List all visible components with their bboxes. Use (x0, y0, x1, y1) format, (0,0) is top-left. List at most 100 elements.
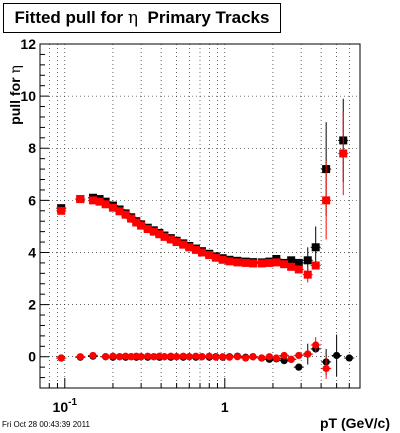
data-point-square (191, 245, 200, 254)
data-point-square (287, 262, 296, 271)
data-point-circle (322, 364, 330, 373)
data-point-square (172, 238, 181, 247)
data-point-circle (122, 352, 130, 360)
data-point-circle (102, 353, 110, 361)
axes (39, 43, 361, 389)
data-point-square (115, 207, 124, 216)
data-point-circle (137, 353, 145, 361)
data-point-square (265, 258, 274, 267)
data-point-square (127, 214, 136, 223)
data-point-square (248, 259, 257, 268)
x-tick-label-base: 1 (221, 399, 229, 415)
data-point-circle (185, 353, 193, 361)
data-point-square (303, 270, 312, 279)
chart-title: Fitted pull for η Primary Tracks (3, 3, 281, 33)
data-point-square (211, 253, 220, 262)
data-point-square (257, 259, 266, 268)
data-point-circle (150, 353, 158, 361)
data-point-circle (312, 341, 320, 349)
series-3 (56, 337, 332, 379)
data-point-circle (179, 352, 187, 360)
data-point-circle (76, 353, 84, 361)
grid-lines (39, 43, 361, 388)
y-tick-label: 6 (28, 192, 36, 208)
y-axis-label-symbol: η (8, 65, 24, 73)
data-point-square (179, 240, 188, 249)
data-point-square (166, 235, 175, 244)
data-point-circle (249, 353, 257, 361)
x-tick-label: 10-1 (53, 397, 78, 415)
data-point-square (197, 248, 206, 257)
y-tick-label: 4 (28, 244, 36, 260)
data-point-square (121, 210, 130, 219)
data-point-square (294, 258, 303, 267)
data-point-circle (219, 353, 227, 361)
x-tick-label-exponent: -1 (68, 397, 77, 408)
data-point-circle (272, 354, 280, 362)
data-point-square (339, 149, 348, 158)
data-point-circle (242, 354, 250, 362)
y-tick-label: 2 (28, 297, 36, 313)
data-point-square (108, 203, 117, 212)
data-point-circle (280, 357, 288, 365)
chart-title-suffix: Primary Tracks (147, 8, 270, 27)
data-point-square (294, 265, 303, 274)
data-point-square (205, 251, 214, 260)
data-point-circle (233, 353, 242, 361)
y-tick-label: 8 (28, 140, 36, 156)
data-point-circle (287, 355, 295, 363)
data-point-square (143, 225, 152, 234)
series-0 (56, 98, 349, 274)
data-point-circle (265, 353, 273, 361)
data-point-square (287, 256, 296, 265)
data-point-circle (160, 353, 169, 361)
x-tick-label-base: 10 (53, 399, 69, 415)
data-point-square (233, 258, 242, 267)
data-point-circle (192, 352, 200, 360)
chart-title-text: Fitted pull for (14, 8, 124, 27)
data-point-square (57, 206, 66, 215)
data-point-square (76, 195, 85, 204)
y-tick-label: 0 (28, 349, 36, 365)
data-point-square (225, 257, 234, 266)
data-point-circle (212, 353, 220, 361)
data-point-square (185, 243, 194, 252)
data-point-circle (109, 352, 117, 360)
data-point-square (101, 200, 110, 209)
data-point-circle (57, 354, 65, 362)
data-point-square (160, 232, 169, 241)
x-axis-label: pT (GeV/c) (320, 415, 390, 431)
data-point-circle (167, 352, 175, 360)
data-point-circle (173, 353, 181, 361)
data-point-square (155, 230, 164, 239)
data-point-circle (258, 354, 266, 362)
y-axis-label-text: pull for (7, 77, 23, 125)
data-point-square (241, 258, 250, 267)
data-point-circle (115, 353, 124, 361)
data-point-square (218, 255, 227, 264)
data-point-square (322, 196, 331, 205)
data-point-square (272, 258, 281, 267)
timestamp-footer: Fri Oct 28 00:43:39 2011 (2, 420, 90, 429)
data-point-square (303, 256, 312, 265)
chart-title-symbol: η (127, 8, 139, 28)
data-point-square (137, 221, 146, 230)
x-tick-label: 1 (221, 399, 229, 415)
data-point-circle (345, 354, 353, 362)
data-point-square (88, 196, 97, 205)
y-tick-label: 10 (20, 88, 36, 104)
data-point-circle (198, 353, 206, 361)
data-point-circle (304, 350, 312, 358)
y-axis-label: pull for η (7, 65, 24, 125)
data-point-circle (333, 351, 341, 360)
data-point-square (280, 260, 289, 269)
data-point-circle (295, 351, 303, 360)
data-series (56, 98, 355, 379)
data-point-square (149, 227, 158, 236)
data-point-square (311, 243, 320, 252)
data-point-circle (295, 363, 303, 371)
data-point-circle (225, 353, 234, 361)
data-point-circle (144, 352, 152, 360)
